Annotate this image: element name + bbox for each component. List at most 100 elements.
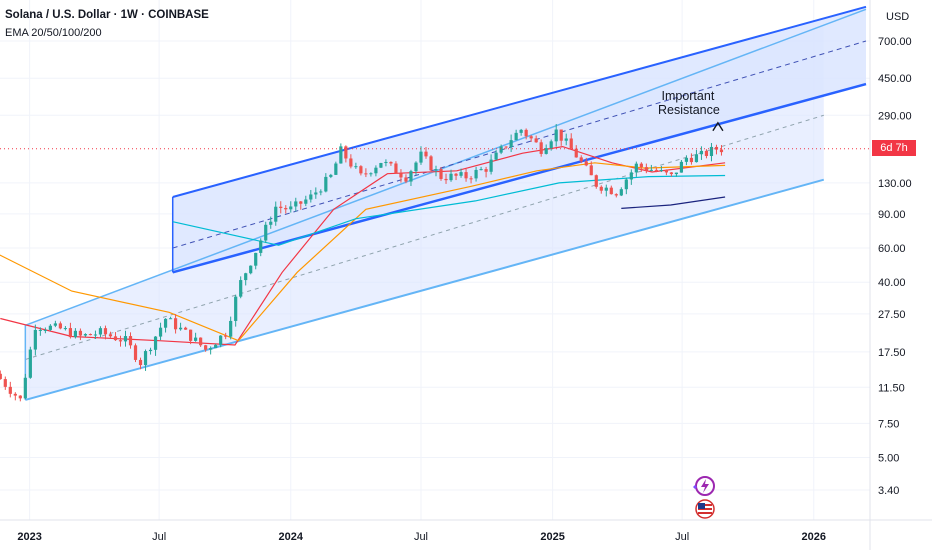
candle-down [454, 172, 458, 181]
candle-body [719, 149, 724, 153]
currency-label[interactable]: USD [886, 11, 910, 23]
candle-down [444, 173, 448, 184]
candle-down [224, 332, 228, 340]
annotation-text-line1: Important [661, 89, 714, 103]
candle-body [289, 206, 293, 210]
candle-down [529, 134, 533, 142]
candle-body [78, 330, 83, 336]
candle-body [173, 318, 178, 330]
candle-body [259, 240, 263, 253]
candle-up [684, 155, 689, 166]
candle-up [168, 316, 173, 320]
candle-body [18, 395, 22, 399]
price-tick-label: 40.00 [878, 277, 906, 289]
candle-body [118, 340, 123, 342]
candle-down [88, 333, 93, 336]
candle-body [329, 174, 333, 177]
channel-upper-mid-line [172, 40, 867, 249]
candle-body [564, 138, 568, 141]
candle-up [694, 149, 699, 163]
candle-body [178, 327, 183, 330]
candle-down [394, 161, 398, 174]
candle-up [329, 173, 333, 179]
candle-body [454, 173, 458, 176]
candle-up [479, 166, 483, 171]
candle-down [138, 357, 143, 370]
candle-body [599, 186, 603, 191]
candle-body [204, 345, 208, 350]
candle-body [324, 176, 328, 192]
candle-body [199, 337, 203, 346]
candle-down [0, 370, 2, 380]
candle-body [369, 173, 373, 175]
candle-body [354, 166, 358, 168]
candle-body [314, 192, 318, 195]
candle-body [659, 169, 663, 171]
indicator-legend[interactable]: EMA 20/50/100/200 [5, 27, 102, 39]
candle-down [199, 337, 203, 347]
candle-body [424, 151, 428, 157]
candle-body [244, 273, 248, 281]
candle-up [98, 326, 103, 338]
candle-down [559, 129, 563, 146]
candle-down [579, 155, 583, 164]
candle-body [269, 221, 273, 225]
us-flag-icon[interactable] [695, 499, 715, 519]
candle-up [604, 184, 608, 197]
candle-body [344, 146, 348, 159]
candle-up [354, 162, 358, 169]
candle-up [419, 146, 423, 165]
candle-up [564, 133, 568, 146]
candle-up [244, 272, 248, 286]
candle-up [148, 347, 153, 355]
candle-body [138, 359, 143, 366]
candle-body [709, 146, 714, 157]
ema-50-line [0, 162, 726, 342]
candle-body [414, 162, 418, 172]
price-scale: 700.00 450.00 290.00 130.00 90.00 60.00 40.00 2… [878, 36, 912, 497]
channel-lines [24, 5, 867, 401]
candle-body [229, 320, 233, 337]
candle-body [469, 178, 473, 180]
candle-body [168, 318, 173, 320]
candle-up [158, 322, 163, 341]
candle-down [133, 343, 138, 363]
candle-body [584, 161, 588, 166]
candle-body [88, 334, 93, 336]
candle-body [524, 129, 528, 137]
ema-100-line [172, 174, 726, 246]
candle-down [344, 145, 348, 163]
candle-body [219, 335, 223, 345]
candle-down [404, 174, 408, 184]
candle-up [33, 324, 37, 356]
candle-up [324, 173, 328, 193]
candle-body [639, 163, 643, 168]
candle-body [194, 337, 198, 341]
candle-up [369, 172, 373, 177]
candle-body [28, 349, 32, 378]
candle-body [143, 351, 148, 366]
candle-up [73, 328, 78, 339]
candle-down [664, 169, 668, 176]
lightning-icon[interactable] [693, 476, 715, 496]
symbol-title[interactable]: Solana / U.S. Dollar · 1W · COINBASE [5, 9, 209, 21]
candle-body [649, 169, 653, 171]
candle-body [559, 129, 563, 141]
candle-up [123, 330, 128, 347]
candle-down [18, 395, 22, 402]
candle-up [43, 327, 47, 334]
candle-down [103, 325, 108, 340]
candle-up [474, 166, 478, 182]
price-tick-label: 17.50 [878, 347, 906, 359]
candle-down [349, 154, 353, 169]
candle-body [254, 252, 258, 266]
candle-body [73, 330, 78, 338]
candle-body [304, 199, 308, 204]
candle-body [3, 379, 7, 387]
candle-body [609, 187, 613, 195]
channel-inner-top-line [172, 5, 867, 198]
candle-body [389, 161, 393, 164]
candle-body [359, 166, 363, 174]
